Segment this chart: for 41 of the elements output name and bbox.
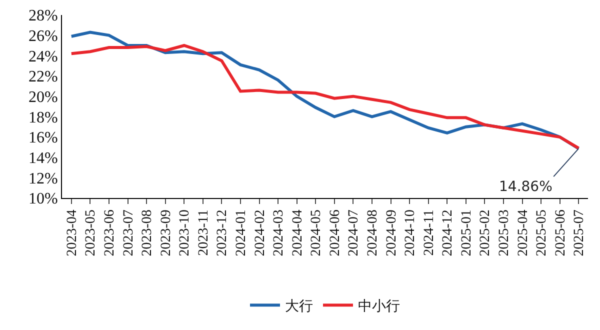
x-tick-label: 2024-01	[234, 210, 250, 256]
x-tick-label: 2023-08	[140, 210, 156, 256]
annotation: 14.86%	[499, 179, 552, 195]
y-tick-label: 22%	[28, 68, 58, 86]
y-tick-label: 26%	[28, 28, 58, 45]
y-tick-label: 24%	[28, 48, 58, 66]
legend-label: 大行	[285, 298, 313, 315]
x-tick-label: 2023-06	[102, 210, 118, 256]
legend-label: 中小行	[358, 298, 400, 315]
x-tick-label: 2024-07	[346, 210, 362, 256]
x-tick-label: 2023-12	[215, 210, 230, 256]
y-tick-label: 28%	[28, 8, 58, 25]
x-tick-label: 2025-04	[516, 210, 531, 256]
x-tick-label: 2023-09	[158, 210, 174, 256]
x-tick-label: 2023-07	[121, 210, 136, 256]
y-tick-label: 18%	[28, 109, 58, 126]
x-tick-label: 2023-10	[178, 210, 193, 256]
x-tick-label: 2025-02	[478, 210, 494, 256]
x-tick-label: 2023-11	[196, 210, 212, 256]
y-tick-label: 14%	[28, 150, 58, 167]
x-tick-label: 2024-09	[384, 210, 400, 256]
x-tick-label: 2024-08	[366, 210, 381, 256]
x-tick-label: 2024-06	[328, 210, 343, 256]
x-tick-label: 2024-12	[440, 210, 456, 256]
y-tick-label: 16%	[28, 130, 58, 147]
y-tick-label: 20%	[28, 88, 58, 106]
x-tick-label: 2024-10	[403, 210, 418, 256]
x-tick-label: 2025-01	[459, 210, 474, 256]
x-tick-label: 2023-05	[84, 210, 99, 256]
x-tick-label: 2024-02	[252, 210, 268, 256]
x-tick-label: 2025-03	[497, 210, 512, 256]
x-tick-label: 2025-07	[572, 210, 588, 256]
x-tick-label: 2025-06	[553, 210, 568, 256]
x-tick-label: 2023-04	[64, 210, 80, 256]
x-tick-label: 2025-05	[534, 210, 550, 256]
y-tick-label: 12%	[28, 170, 58, 188]
x-tick-label: 2024-11	[422, 210, 437, 256]
y-tick-label: 10%	[28, 190, 58, 208]
x-tick-label: 2024-03	[272, 210, 287, 256]
x-tick-label: 2024-05	[309, 210, 324, 256]
x-tick-label: 2024-04	[290, 210, 306, 256]
